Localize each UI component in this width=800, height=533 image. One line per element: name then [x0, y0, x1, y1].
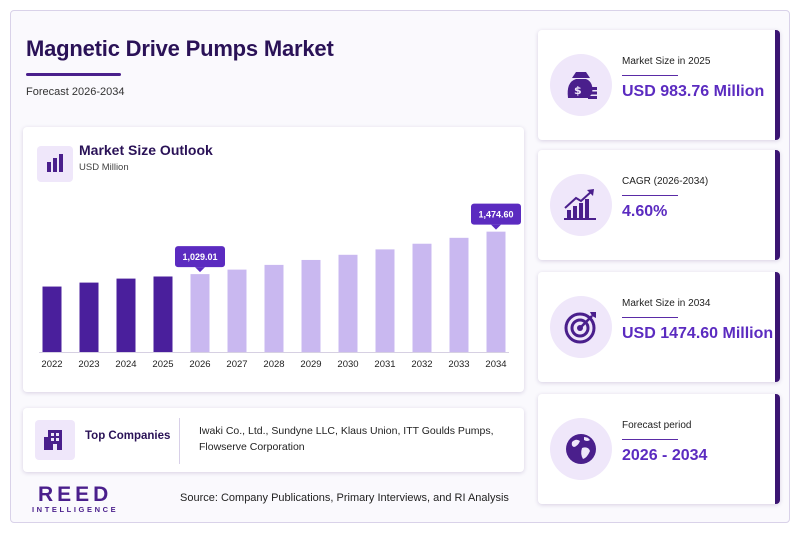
stat-label: Forecast period — [622, 420, 692, 431]
x-tick-label: 2022 — [41, 359, 62, 370]
chart-unit: USD Million — [79, 162, 129, 173]
bar-2029 — [301, 259, 321, 352]
stat-value: 4.60% — [622, 203, 668, 220]
stat-underline — [622, 75, 678, 76]
x-tick-label: 2031 — [374, 359, 395, 370]
page-title: Magnetic Drive Pumps Market — [26, 36, 334, 61]
top-companies-list: Iwaki Co., Ltd., Sundyne LLC, Klaus Unio… — [199, 425, 494, 453]
x-tick-label: 2028 — [263, 359, 284, 370]
chart-card: 2022 2023 2024 2025 2026 1,029.01 2027 2028 2029… — [23, 127, 524, 392]
bar-2032 — [412, 243, 432, 352]
stat-label: Market Size in 2034 — [622, 298, 711, 309]
bar-2023 — [79, 282, 99, 352]
x-tick-label: 2033 — [448, 359, 469, 370]
brand-logo-subtitle: INTELLIGENCE — [32, 505, 119, 514]
bar-2034 — [486, 231, 506, 352]
brand-logo: REED — [38, 483, 113, 506]
chart-title: Market Size Outlook — [79, 142, 213, 158]
svg-text:1,474.60: 1,474.60 — [478, 210, 513, 220]
bar-2025 — [153, 276, 173, 352]
bar-2022 — [42, 286, 62, 352]
stat-underline — [622, 439, 678, 440]
top-companies-label: Top Companies — [85, 430, 171, 442]
bar-chart-icon — [37, 146, 73, 182]
stat-card-market-size-2034: Market Size in 2034 USD 1474.60 Million — [538, 272, 780, 382]
stat-card-market-size-2025: $ Market Size in 2025 USD 983.76 Million — [538, 30, 780, 140]
bar-2028 — [264, 264, 284, 352]
globe-icon — [550, 418, 612, 480]
building-icon — [35, 420, 75, 460]
divider — [179, 418, 180, 464]
x-tick-label: 2026 — [189, 359, 210, 370]
bar-2027 — [227, 269, 247, 352]
x-tick-label: 2025 — [152, 359, 173, 370]
svg-text:$: $ — [574, 84, 582, 97]
x-tick-label: 2029 — [300, 359, 321, 370]
target-icon — [550, 296, 612, 358]
page-subtitle: Forecast 2026-2034 — [26, 86, 125, 98]
x-tick-label: 2032 — [411, 359, 432, 370]
stat-label: Market Size in 2025 — [622, 56, 711, 67]
x-tick-label: 2030 — [337, 359, 358, 370]
stat-underline — [622, 317, 678, 318]
x-tick-label: 2023 — [78, 359, 99, 370]
data-label-2026: 1,029.01 — [175, 246, 225, 273]
svg-text:1,029.01: 1,029.01 — [182, 252, 217, 262]
data-label-2034: 1,474.60 — [471, 203, 521, 230]
bar-2031 — [375, 249, 395, 352]
top-companies-card: Top Companies Iwaki Co., Ltd., Sundyne L… — [23, 408, 524, 472]
title-underline — [26, 73, 121, 76]
x-tick-label: 2027 — [226, 359, 247, 370]
bar-2026 — [190, 274, 210, 352]
bar-2030 — [338, 254, 358, 352]
stat-value: USD 983.76 Million — [622, 83, 765, 100]
stat-card-cagr: CAGR (2026-2034) 4.60% — [538, 150, 780, 260]
x-tick-label: 2024 — [115, 359, 136, 370]
stat-underline — [622, 195, 678, 196]
stat-value: 2026 - 2034 — [622, 447, 708, 464]
growth-chart-icon — [550, 174, 612, 236]
bar-chart: 2022 2023 2024 2025 2026 1,029.01 2027 2028 2029… — [39, 203, 521, 370]
source-note: Source: Company Publications, Primary In… — [180, 492, 509, 504]
stat-card-forecast-period: Forecast period 2026 - 2034 — [538, 394, 780, 504]
x-tick-label: 2034 — [485, 359, 506, 370]
money-bag-icon: $ — [550, 54, 612, 116]
stat-value: USD 1474.60 Million — [622, 325, 774, 342]
bar-2033 — [449, 237, 469, 352]
stat-label: CAGR (2026-2034) — [622, 176, 709, 187]
bar-2024 — [116, 278, 136, 352]
